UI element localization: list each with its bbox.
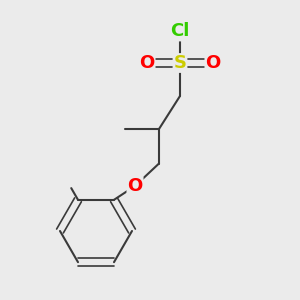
Text: O: O <box>140 54 154 72</box>
Text: Cl: Cl <box>170 22 190 40</box>
Text: O: O <box>128 177 142 195</box>
Text: O: O <box>206 54 220 72</box>
Text: S: S <box>173 54 187 72</box>
